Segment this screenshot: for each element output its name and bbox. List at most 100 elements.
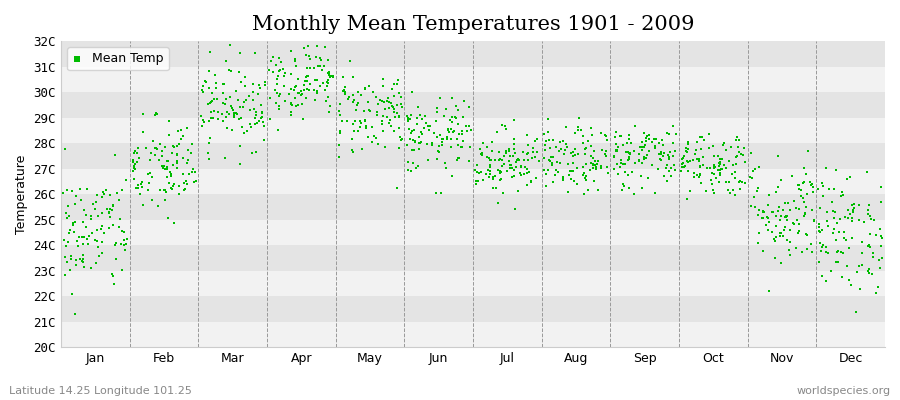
Mean Temp	[519, 170, 534, 176]
Mean Temp	[693, 171, 707, 178]
Mean Temp	[706, 165, 721, 171]
Mean Temp	[312, 83, 327, 90]
Mean Temp	[401, 118, 416, 124]
Mean Temp	[346, 128, 361, 134]
Mean Temp	[125, 168, 140, 174]
Mean Temp	[403, 136, 418, 142]
Mean Temp	[722, 158, 736, 164]
Mean Temp	[469, 169, 483, 176]
Mean Temp	[445, 95, 459, 101]
Mean Temp	[336, 74, 350, 80]
Mean Temp	[407, 147, 421, 153]
Mean Temp	[756, 208, 770, 215]
Mean Temp	[206, 108, 220, 114]
Mean Temp	[711, 153, 725, 160]
Mean Temp	[415, 116, 429, 122]
Mean Temp	[142, 170, 157, 176]
Mean Temp	[725, 186, 740, 193]
Mean Temp	[205, 114, 220, 121]
Mean Temp	[820, 208, 834, 215]
Mean Temp	[506, 153, 520, 159]
Mean Temp	[577, 170, 591, 176]
Mean Temp	[203, 115, 218, 122]
Mean Temp	[303, 64, 318, 71]
Mean Temp	[716, 142, 730, 148]
Mean Temp	[76, 241, 90, 248]
Mean Temp	[387, 128, 401, 134]
Mean Temp	[307, 86, 321, 93]
Mean Temp	[88, 199, 103, 206]
Mean Temp	[307, 65, 321, 71]
Mean Temp	[607, 154, 621, 160]
Mean Temp	[455, 130, 470, 137]
Mean Temp	[262, 67, 276, 74]
Mean Temp	[272, 103, 286, 110]
Mean Temp	[608, 148, 623, 154]
Mean Temp	[353, 123, 367, 130]
Mean Temp	[676, 160, 690, 167]
Mean Temp	[375, 83, 390, 90]
Mean Temp	[400, 113, 414, 119]
Mean Temp	[254, 102, 268, 108]
Mean Temp	[618, 148, 633, 155]
Mean Temp	[494, 122, 508, 128]
Mean Temp	[874, 243, 888, 250]
Mean Temp	[694, 180, 708, 186]
Mean Temp	[349, 101, 364, 108]
Mean Temp	[774, 177, 788, 184]
Mean Temp	[287, 83, 302, 90]
Mean Temp	[406, 136, 420, 143]
Mean Temp	[610, 171, 625, 178]
Mean Temp	[494, 163, 508, 169]
Mean Temp	[702, 131, 716, 137]
Mean Temp	[133, 180, 148, 187]
Mean Temp	[780, 237, 795, 243]
Mean Temp	[226, 107, 240, 114]
Mean Temp	[403, 135, 418, 142]
Bar	[61, 118, 885, 143]
Mean Temp	[863, 231, 878, 238]
Mean Temp	[171, 140, 185, 147]
Mean Temp	[155, 153, 169, 159]
Mean Temp	[680, 149, 694, 155]
Mean Temp	[584, 153, 598, 160]
Mean Temp	[519, 182, 534, 188]
Mean Temp	[503, 162, 517, 168]
Mean Temp	[408, 138, 422, 145]
Mean Temp	[591, 187, 606, 193]
Mean Temp	[209, 85, 223, 92]
Mean Temp	[84, 215, 98, 222]
Mean Temp	[234, 79, 248, 85]
Mean Temp	[819, 244, 833, 250]
Mean Temp	[157, 165, 171, 171]
Mean Temp	[159, 173, 174, 180]
Mean Temp	[654, 136, 669, 143]
Mean Temp	[382, 117, 397, 124]
Mean Temp	[286, 87, 301, 94]
Mean Temp	[707, 153, 722, 160]
Mean Temp	[601, 170, 616, 176]
Mean Temp	[787, 220, 801, 226]
Mean Temp	[94, 209, 109, 216]
Mean Temp	[92, 253, 106, 259]
Mean Temp	[140, 171, 155, 177]
Mean Temp	[778, 224, 792, 230]
Mean Temp	[730, 134, 744, 140]
Mean Temp	[827, 186, 842, 193]
Mean Temp	[180, 146, 194, 153]
Mean Temp	[140, 186, 155, 193]
Mean Temp	[342, 58, 356, 65]
Mean Temp	[440, 133, 454, 140]
Mean Temp	[599, 137, 614, 144]
Mean Temp	[89, 260, 104, 266]
Mean Temp	[302, 86, 317, 93]
Mean Temp	[226, 114, 240, 120]
Mean Temp	[486, 176, 500, 182]
Mean Temp	[543, 145, 557, 152]
Mean Temp	[119, 177, 133, 183]
Mean Temp	[833, 216, 848, 222]
Mean Temp	[689, 147, 704, 154]
Mean Temp	[106, 280, 121, 287]
Mean Temp	[780, 199, 795, 206]
Mean Temp	[79, 212, 94, 218]
